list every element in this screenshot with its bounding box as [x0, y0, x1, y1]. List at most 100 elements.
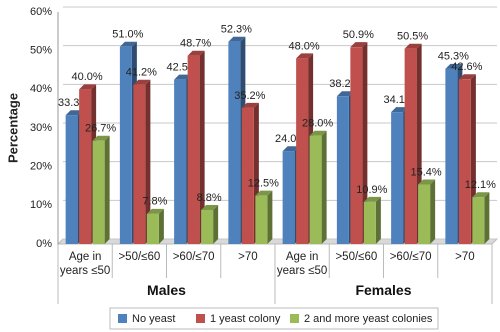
group-label: Males: [147, 282, 186, 298]
bar-front: [309, 135, 322, 244]
bar-top: [146, 208, 164, 214]
bar-side: [484, 192, 490, 244]
x-tick-label: >70: [455, 251, 475, 263]
bar-front: [472, 197, 485, 244]
bar-front: [65, 115, 78, 245]
bar-top: [92, 135, 110, 141]
y-tick-label: 10%: [30, 199, 52, 211]
bar-top: [363, 196, 381, 202]
x-tick-label: >70: [238, 251, 258, 263]
y-tick-label: 20%: [30, 161, 52, 173]
x-tick-label: >60/≤70: [389, 251, 432, 263]
x-tick-label: >50/≤60: [118, 251, 161, 263]
bar-top: [201, 204, 219, 210]
bar: [472, 192, 490, 244]
bar-top: [65, 110, 83, 116]
bar: [363, 196, 381, 244]
bar-top: [336, 91, 354, 97]
value-label: 40.0%: [72, 71, 103, 83]
bar-front: [445, 68, 458, 244]
value-label: 42.6%: [451, 61, 482, 73]
bar-front: [146, 213, 159, 244]
bar-top: [133, 79, 151, 85]
bar-side: [430, 179, 436, 244]
value-label: 50.5%: [397, 31, 428, 43]
value-label: 48.0%: [289, 40, 320, 52]
bar-top: [119, 41, 137, 47]
value-label: 8.8%: [197, 192, 222, 204]
bar-top: [296, 53, 314, 59]
bar-front: [201, 209, 214, 244]
bar-side: [145, 79, 151, 245]
x-tick-label: >60/≤70: [172, 251, 215, 263]
legend-swatch: [196, 314, 205, 323]
bar: [255, 190, 273, 244]
value-label: 41.2%: [126, 67, 157, 79]
bar-front: [92, 140, 105, 244]
bar-front: [282, 151, 295, 244]
legend-swatch: [118, 314, 127, 323]
bar-front: [228, 41, 241, 245]
legend-swatch: [290, 314, 299, 323]
bar-front: [404, 48, 417, 244]
y-tick-label: 30%: [30, 122, 52, 134]
bar-side: [158, 208, 164, 244]
bar: [92, 135, 110, 244]
legend-label: No yeast: [132, 313, 175, 325]
legend-label: 1 yeast colony: [210, 313, 281, 325]
value-label: 15.4%: [411, 166, 442, 178]
bar: [201, 204, 219, 244]
bar-top: [309, 130, 327, 136]
y-tick-label: 50%: [30, 45, 52, 57]
bar: [350, 42, 368, 244]
bar-top: [187, 50, 205, 56]
bar-top: [174, 74, 192, 80]
bar-front: [119, 46, 132, 244]
bar-top: [472, 192, 490, 198]
bar: [187, 50, 205, 245]
value-label: 45.3%: [438, 51, 469, 63]
legend-box: [109, 307, 439, 330]
bar-top: [418, 179, 436, 185]
value-label: 10.9%: [356, 184, 387, 196]
y-tick-label: 40%: [30, 83, 52, 95]
bar-top: [350, 42, 368, 48]
x-tick-label: Age in years ≤50: [59, 251, 111, 277]
bar: [418, 179, 436, 244]
group-label: Females: [355, 282, 412, 298]
bar-side: [213, 204, 219, 244]
bar-front: [187, 55, 200, 245]
value-label: 50.9%: [343, 29, 374, 41]
bar-top: [282, 146, 300, 152]
bar-side: [199, 50, 205, 245]
bar-front: [79, 89, 92, 244]
bar-top: [445, 63, 463, 69]
bar-side: [267, 190, 273, 244]
bar-front: [255, 195, 268, 244]
value-label: 12.1%: [465, 179, 496, 191]
bar-side: [375, 196, 381, 244]
bar-front: [391, 112, 404, 244]
value-label: 35.2%: [234, 90, 265, 102]
bar-top: [241, 102, 259, 108]
bar-top: [255, 190, 273, 196]
bar-top: [391, 107, 409, 113]
bar-front: [350, 47, 363, 244]
x-tick-label: Age in years ≤50: [276, 251, 328, 277]
bar: [146, 208, 164, 244]
bar: [241, 102, 259, 244]
value-label: 7.8%: [142, 196, 167, 208]
value-label: 12.5%: [248, 178, 279, 190]
bar-front: [241, 107, 254, 244]
bar-front: [418, 184, 431, 244]
value-label: 28.0%: [302, 118, 333, 130]
bar-side: [321, 130, 327, 244]
legend-label: 2 and more yeast colonies: [304, 313, 433, 325]
bar-front: [458, 79, 471, 244]
bar: [309, 130, 327, 244]
value-label: 48.7%: [180, 38, 211, 50]
bar: [133, 79, 151, 245]
bar-top: [458, 74, 476, 80]
